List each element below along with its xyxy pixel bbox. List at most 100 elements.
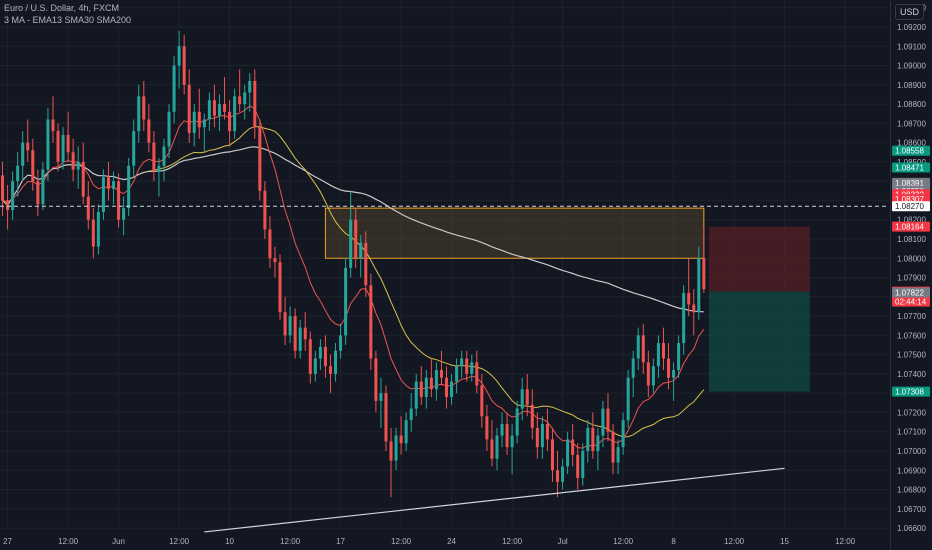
candle[interactable] bbox=[672, 362, 676, 401]
sma30-line[interactable] bbox=[148, 126, 705, 438]
candle[interactable] bbox=[661, 327, 665, 371]
candle[interactable] bbox=[697, 246, 701, 320]
stop-loss-zone[interactable] bbox=[708, 226, 810, 292]
candle[interactable] bbox=[288, 306, 292, 344]
candle[interactable] bbox=[379, 377, 383, 428]
candle[interactable] bbox=[46, 107, 50, 182]
candle[interactable] bbox=[571, 424, 575, 467]
candle[interactable] bbox=[31, 138, 35, 191]
candle[interactable] bbox=[349, 190, 353, 278]
candle[interactable] bbox=[248, 73, 252, 112]
candle[interactable] bbox=[217, 94, 221, 132]
candles[interactable] bbox=[1, 30, 706, 498]
candle[interactable] bbox=[192, 104, 196, 147]
candle[interactable] bbox=[167, 104, 171, 159]
candle[interactable] bbox=[212, 84, 216, 128]
candle[interactable] bbox=[455, 358, 459, 394]
candle[interactable] bbox=[202, 113, 206, 153]
candle[interactable] bbox=[424, 370, 428, 409]
candle[interactable] bbox=[308, 331, 312, 384]
candle[interactable] bbox=[682, 285, 686, 355]
candle[interactable] bbox=[566, 431, 570, 475]
indicator-legend[interactable]: 3 MA - EMA13 SMA30 SMA200 bbox=[4, 15, 132, 25]
time-axis[interactable]: 27 12:00 Jun 12:00 10 12:00 17 12:00 24 12:00 Jul 1… bbox=[3, 537, 856, 546]
candle[interactable] bbox=[480, 373, 484, 428]
candle[interactable] bbox=[238, 69, 242, 112]
candle[interactable] bbox=[152, 131, 156, 182]
candle[interactable] bbox=[470, 354, 474, 382]
candle[interactable] bbox=[404, 412, 408, 451]
candle[interactable] bbox=[419, 366, 423, 405]
candle[interactable] bbox=[243, 84, 247, 120]
candle[interactable] bbox=[505, 412, 509, 455]
candle[interactable] bbox=[586, 420, 590, 463]
candle[interactable] bbox=[147, 104, 151, 153]
candle[interactable] bbox=[439, 350, 443, 386]
candle[interactable] bbox=[51, 96, 55, 143]
candle[interactable] bbox=[646, 350, 650, 398]
candle[interactable] bbox=[172, 55, 176, 124]
candle[interactable] bbox=[137, 84, 141, 143]
candle[interactable] bbox=[510, 424, 514, 475]
candle[interactable] bbox=[550, 427, 554, 482]
candle[interactable] bbox=[328, 354, 332, 394]
candle[interactable] bbox=[26, 119, 30, 162]
sma200-line[interactable] bbox=[2, 146, 704, 313]
candle[interactable] bbox=[616, 439, 620, 475]
candle[interactable] bbox=[434, 362, 438, 401]
candle[interactable] bbox=[641, 323, 645, 374]
candle[interactable] bbox=[207, 92, 211, 132]
symbol-title[interactable]: Euro / U.S. Dollar, 4h, FXCM bbox=[4, 3, 120, 13]
candle[interactable] bbox=[667, 343, 671, 390]
candle[interactable] bbox=[127, 158, 131, 216]
candle[interactable] bbox=[359, 235, 363, 278]
candle[interactable] bbox=[223, 77, 227, 120]
candle[interactable] bbox=[142, 80, 146, 132]
candle[interactable] bbox=[36, 169, 40, 216]
candle[interactable] bbox=[187, 69, 191, 143]
candle[interactable] bbox=[606, 393, 610, 442]
candle[interactable] bbox=[450, 373, 454, 405]
candle[interactable] bbox=[465, 350, 469, 382]
candle[interactable] bbox=[323, 335, 327, 378]
candle[interactable] bbox=[86, 181, 90, 230]
candle[interactable] bbox=[374, 350, 378, 413]
candle[interactable] bbox=[112, 171, 116, 205]
take-profit-zone[interactable] bbox=[708, 291, 810, 392]
candle[interactable] bbox=[621, 412, 625, 455]
candle[interactable] bbox=[278, 254, 282, 320]
candle[interactable] bbox=[520, 377, 524, 421]
candle[interactable] bbox=[631, 350, 635, 398]
candle[interactable] bbox=[233, 88, 237, 139]
candle[interactable] bbox=[540, 416, 544, 459]
candle[interactable] bbox=[384, 385, 388, 451]
candle[interactable] bbox=[318, 339, 322, 371]
candle[interactable] bbox=[677, 335, 681, 378]
candle[interactable] bbox=[1, 161, 5, 216]
candle[interactable] bbox=[344, 258, 348, 345]
candle[interactable] bbox=[490, 420, 494, 467]
candle[interactable] bbox=[399, 416, 403, 455]
candle[interactable] bbox=[409, 393, 413, 432]
candle[interactable] bbox=[339, 323, 343, 359]
candle[interactable] bbox=[197, 88, 201, 139]
candle[interactable] bbox=[91, 208, 95, 259]
candle[interactable] bbox=[414, 373, 418, 417]
candle[interactable] bbox=[389, 427, 393, 498]
candle[interactable] bbox=[313, 350, 317, 382]
candle[interactable] bbox=[394, 427, 398, 471]
candle[interactable] bbox=[561, 458, 565, 490]
candle[interactable] bbox=[177, 30, 181, 89]
candle[interactable] bbox=[182, 34, 186, 95]
candle[interactable] bbox=[253, 69, 257, 139]
candle[interactable] bbox=[162, 138, 166, 182]
candle[interactable] bbox=[157, 158, 161, 197]
candle[interactable] bbox=[76, 146, 80, 189]
supply-zone[interactable] bbox=[324, 207, 705, 259]
candle[interactable] bbox=[445, 366, 449, 409]
candle[interactable] bbox=[354, 208, 358, 268]
candle[interactable] bbox=[556, 450, 560, 498]
trendline[interactable] bbox=[204, 467, 785, 533]
candle[interactable] bbox=[581, 443, 585, 486]
